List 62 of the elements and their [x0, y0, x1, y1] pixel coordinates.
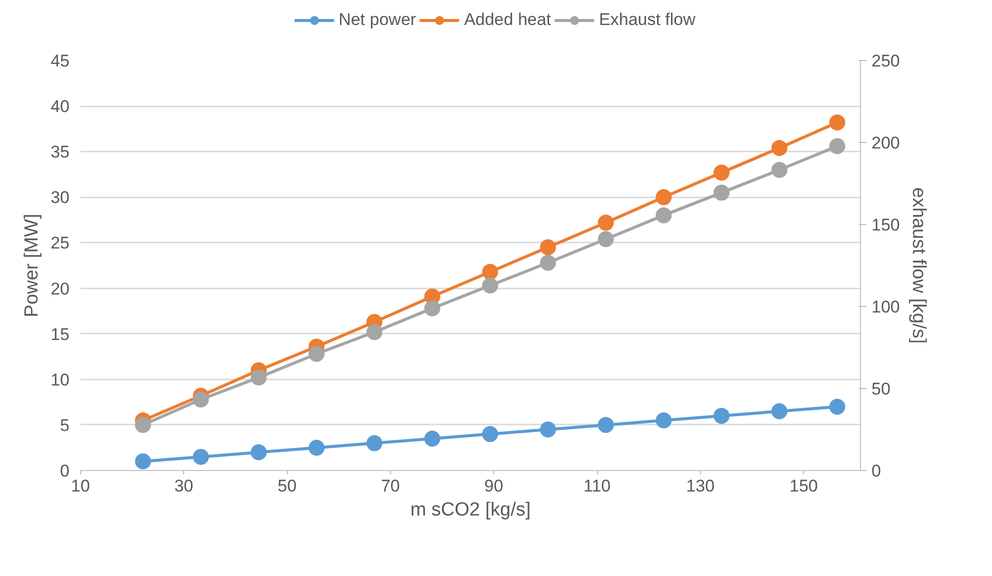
x-tick-label: 30 — [174, 476, 194, 496]
point — [540, 254, 556, 271]
point — [771, 403, 788, 420]
point — [714, 408, 730, 424]
point — [135, 453, 152, 470]
point — [135, 416, 152, 433]
point — [598, 231, 614, 248]
point — [656, 207, 672, 224]
y2-axis-title: exhaust flow [kg/s] — [908, 187, 929, 344]
point — [308, 440, 325, 456]
point — [656, 189, 672, 206]
point — [424, 300, 440, 316]
y2-tick-label: 0 — [872, 462, 881, 480]
point — [482, 278, 498, 294]
point — [598, 416, 614, 433]
x-tick-label: 150 — [789, 476, 818, 496]
y-tick-label: 40 — [50, 97, 70, 116]
x-tick-label: 50 — [278, 476, 297, 496]
y-tick-label: 20 — [50, 279, 70, 298]
point — [308, 346, 325, 362]
point — [598, 214, 614, 231]
y-tick-label: 5 — [60, 416, 70, 435]
point — [192, 448, 209, 465]
point — [829, 398, 846, 415]
point — [250, 370, 267, 386]
point — [714, 164, 730, 181]
point — [540, 239, 556, 256]
point — [540, 422, 556, 438]
point — [829, 114, 846, 130]
y-tick-label: 45 — [50, 52, 70, 70]
y2-tick-label: 100 — [872, 298, 900, 316]
point — [366, 435, 382, 452]
point — [771, 162, 788, 178]
x-tick-label: 70 — [380, 476, 400, 496]
x-tick-label: 130 — [686, 476, 715, 496]
y-tick-label: 30 — [50, 188, 70, 208]
legend-label: Added heat — [464, 10, 552, 30]
point — [482, 264, 498, 280]
y2-tick-label: 50 — [872, 380, 890, 398]
point — [192, 392, 209, 408]
x-axis-title: m sCO2 [kg/s] — [410, 500, 531, 520]
y-tick-label: 0 — [60, 462, 70, 480]
legend-label: Exhaust flow — [599, 10, 696, 30]
y-tick-label: 15 — [50, 324, 70, 344]
point — [250, 444, 267, 460]
point — [424, 430, 440, 447]
y-tick-label: 35 — [50, 142, 70, 162]
point — [771, 140, 788, 156]
y2-tick-label: 200 — [872, 134, 900, 152]
legend-label: Net power — [338, 10, 416, 30]
y2-tick-label: 150 — [872, 216, 900, 234]
point — [482, 426, 498, 442]
y-tick-label: 25 — [50, 234, 70, 253]
point — [714, 184, 730, 201]
y2-tick-label: 250 — [872, 52, 900, 70]
point — [829, 138, 846, 154]
point — [366, 324, 382, 340]
y-tick-label: 10 — [50, 370, 70, 390]
x-tick-label: 90 — [484, 476, 504, 496]
point — [656, 412, 672, 428]
y-axis-title: Power [MW] — [22, 214, 43, 318]
x-tick-label: 110 — [584, 476, 611, 496]
